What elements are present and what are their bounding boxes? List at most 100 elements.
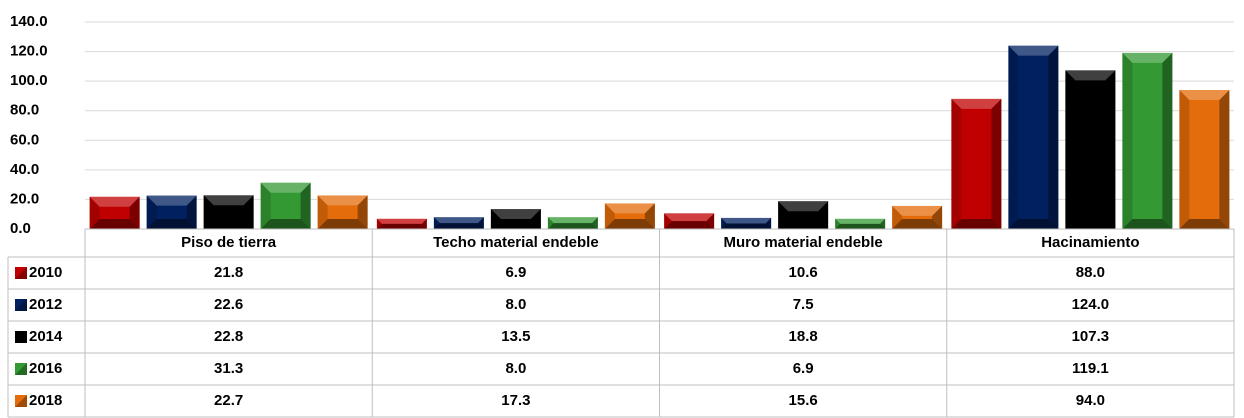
bar (203, 195, 254, 229)
bar-bevel (991, 98, 1002, 229)
bar-bevel (146, 195, 197, 206)
data-label: 31.3 (214, 360, 243, 377)
bar-bevel (835, 223, 886, 229)
legend-swatch (15, 299, 27, 311)
bar-bevel (1179, 90, 1230, 101)
bar (89, 196, 140, 229)
bar (778, 201, 829, 229)
legend-swatch-bevel (15, 395, 27, 407)
x-tick-label: Muro material endeble (724, 234, 883, 251)
data-label: 17.3 (501, 392, 530, 409)
data-label: 6.9 (505, 264, 526, 281)
bar-bevel (317, 219, 368, 229)
bar (604, 203, 655, 229)
bar-bevel (778, 201, 829, 212)
bar-bevel (1122, 52, 1133, 229)
bar-bevel (260, 219, 311, 229)
data-label: 107.3 (1072, 328, 1110, 345)
bar-bevel (203, 195, 214, 229)
y-tick-label: 60.0 (10, 131, 39, 148)
bar (433, 217, 484, 229)
bar-bevel (1008, 219, 1059, 229)
y-tick-label: 40.0 (10, 161, 39, 178)
legend-label: 2018 (29, 392, 62, 409)
legend-swatch (15, 331, 27, 343)
legend-swatch-bevel (15, 267, 27, 279)
bar-bevel (778, 201, 789, 229)
bar-bevel (664, 213, 715, 222)
bar-bevel (490, 219, 541, 229)
bar-bevel (433, 217, 484, 224)
legend-label: 2010 (29, 264, 62, 281)
bar-bevel (644, 203, 655, 229)
bar-bevel (547, 223, 598, 229)
bar-bevel (664, 213, 672, 229)
bar-bevel (129, 196, 140, 229)
bar-bevel (433, 217, 440, 229)
bar-bevel (1008, 45, 1059, 56)
bar-bevel (376, 218, 427, 224)
bar-bevel (89, 196, 100, 229)
bar-bevel (892, 205, 943, 216)
bar-bevel (721, 223, 772, 229)
legend-label: 2016 (29, 360, 62, 377)
bar-bevel (835, 218, 841, 229)
data-label: 6.9 (793, 360, 814, 377)
legend-swatch (15, 395, 27, 407)
bar-bevel (186, 195, 197, 229)
data-label: 21.8 (214, 264, 243, 281)
bar-bevel (765, 217, 772, 229)
bar-bevel (203, 195, 254, 206)
bar (951, 98, 1002, 229)
bar-bevel (818, 201, 829, 229)
bar-bevel (146, 195, 157, 229)
bar (664, 213, 715, 229)
bar-bevel (243, 195, 254, 229)
data-label: 13.5 (501, 328, 530, 345)
bar-bevel (892, 205, 903, 229)
y-tick-label: 120.0 (10, 43, 48, 60)
bar-bevel (778, 219, 829, 229)
bar-bevel (421, 218, 427, 229)
bar-bevel (89, 219, 140, 229)
legend-swatch-bevel (15, 331, 27, 343)
bar-bevel (1122, 52, 1173, 63)
bar-bevel (604, 203, 655, 214)
y-tick-label: 100.0 (10, 72, 48, 89)
data-label: 22.7 (214, 392, 243, 409)
bar-bevel (1219, 90, 1230, 229)
bar (892, 205, 943, 229)
bar-bevel (477, 217, 484, 229)
bar-bevel (317, 195, 328, 229)
bar-bevel (300, 182, 311, 229)
data-label: 7.5 (793, 296, 814, 313)
bar-bevel (664, 221, 715, 229)
bar-bevel (1065, 70, 1076, 229)
bar-bevel (547, 217, 598, 224)
bar-bevel (490, 209, 541, 220)
x-tick-label: Techo material endeble (433, 234, 599, 251)
bar (260, 182, 311, 229)
bar-bevel (547, 217, 554, 229)
y-tick-label: 140.0 (10, 13, 48, 30)
bar-bevel (721, 217, 772, 224)
bar (317, 195, 368, 229)
legend-swatch-bevel (15, 299, 27, 311)
bar-bevel (604, 203, 615, 229)
data-label: 88.0 (1076, 264, 1105, 281)
y-tick-label: 20.0 (10, 190, 39, 207)
bar-bevel (1008, 45, 1019, 230)
bar-bevel (1065, 219, 1116, 229)
legend-swatch (15, 267, 27, 279)
bar-bevel (89, 196, 140, 207)
legend-swatch (15, 363, 27, 375)
bar-bevel (357, 195, 368, 229)
y-tick-label: 80.0 (10, 102, 39, 119)
bar-bevel (260, 182, 271, 229)
bar-bevel (260, 182, 311, 193)
data-label: 94.0 (1076, 392, 1105, 409)
bar-bevel (146, 219, 197, 229)
data-label: 124.0 (1072, 296, 1110, 313)
